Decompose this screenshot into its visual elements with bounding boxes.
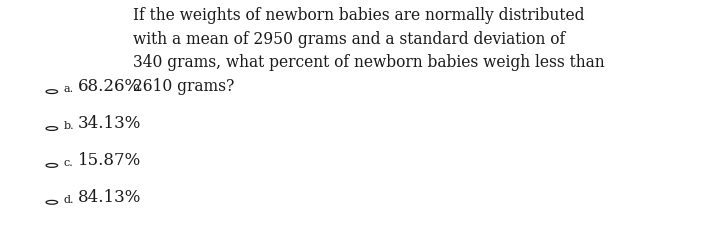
Text: 84.13%: 84.13% (78, 189, 141, 206)
Text: 15.87%: 15.87% (78, 152, 141, 169)
Text: 68.26%: 68.26% (78, 78, 141, 95)
Text: If the weights of newborn babies are normally distributed
with a mean of 2950 gr: If the weights of newborn babies are nor… (133, 7, 605, 95)
Text: b.: b. (63, 121, 74, 131)
Text: a.: a. (63, 84, 73, 94)
Text: c.: c. (63, 158, 73, 168)
Text: 34.13%: 34.13% (78, 115, 141, 132)
Text: d.: d. (63, 195, 74, 205)
